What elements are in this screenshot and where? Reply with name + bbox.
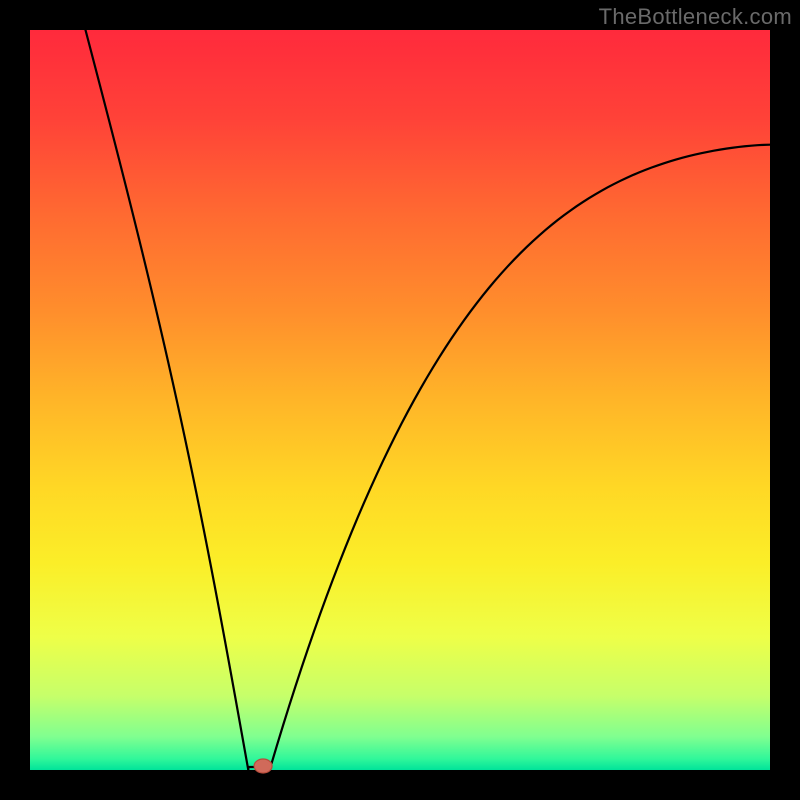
watermark-text: TheBottleneck.com [599,4,792,30]
plot-background [30,30,770,770]
chart-container: TheBottleneck.com [0,0,800,800]
chart-svg [0,0,800,800]
optimum-marker [254,759,272,773]
